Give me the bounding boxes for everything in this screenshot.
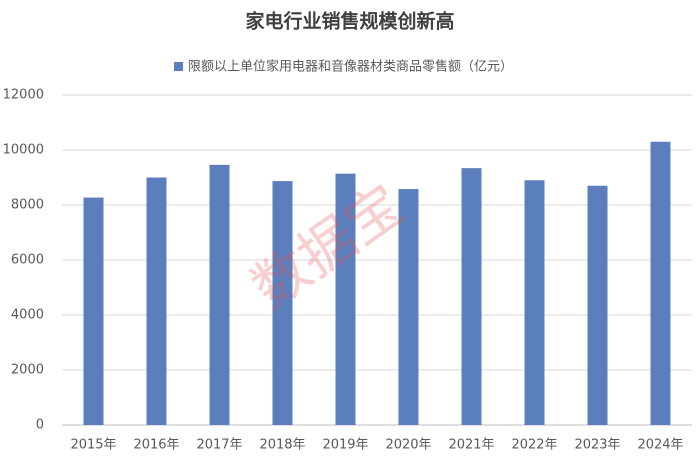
y-tick-label: 10000	[3, 143, 44, 158]
bar	[461, 168, 482, 425]
bar	[335, 173, 356, 425]
x-tick-label: 2018年	[259, 438, 305, 453]
y-tick-label: 4000	[11, 308, 44, 323]
bar	[650, 141, 671, 425]
bar	[587, 185, 608, 425]
x-tick-label: 2020年	[385, 438, 431, 453]
y-tick-label: 0	[36, 418, 44, 433]
x-tick-label: 2017年	[196, 438, 242, 453]
x-tick-label: 2021年	[448, 438, 494, 453]
bar	[524, 180, 545, 425]
bar	[146, 177, 167, 425]
watermark: 数据宝	[241, 172, 416, 322]
bar	[83, 197, 104, 425]
y-tick-label: 12000	[3, 88, 44, 103]
y-tick-label: 8000	[11, 198, 44, 213]
legend-label: 限额以上单位家用电器和音像器材类商品零售额（亿元）	[188, 59, 513, 75]
chart-title: 家电行业销售规模创新高	[245, 10, 454, 33]
x-tick-label: 2022年	[511, 438, 557, 453]
legend-swatch	[174, 62, 183, 71]
x-tick-label: 2024年	[637, 438, 683, 453]
x-tick-label: 2016年	[133, 438, 179, 453]
x-tick-label: 2019年	[322, 438, 368, 453]
y-tick-label: 6000	[11, 253, 44, 268]
x-tick-label: 2023年	[574, 438, 620, 453]
bar	[398, 189, 419, 425]
bar	[209, 164, 230, 425]
bar	[272, 181, 293, 425]
x-tick-label: 2015年	[70, 438, 116, 453]
y-tick-label: 2000	[11, 363, 44, 378]
